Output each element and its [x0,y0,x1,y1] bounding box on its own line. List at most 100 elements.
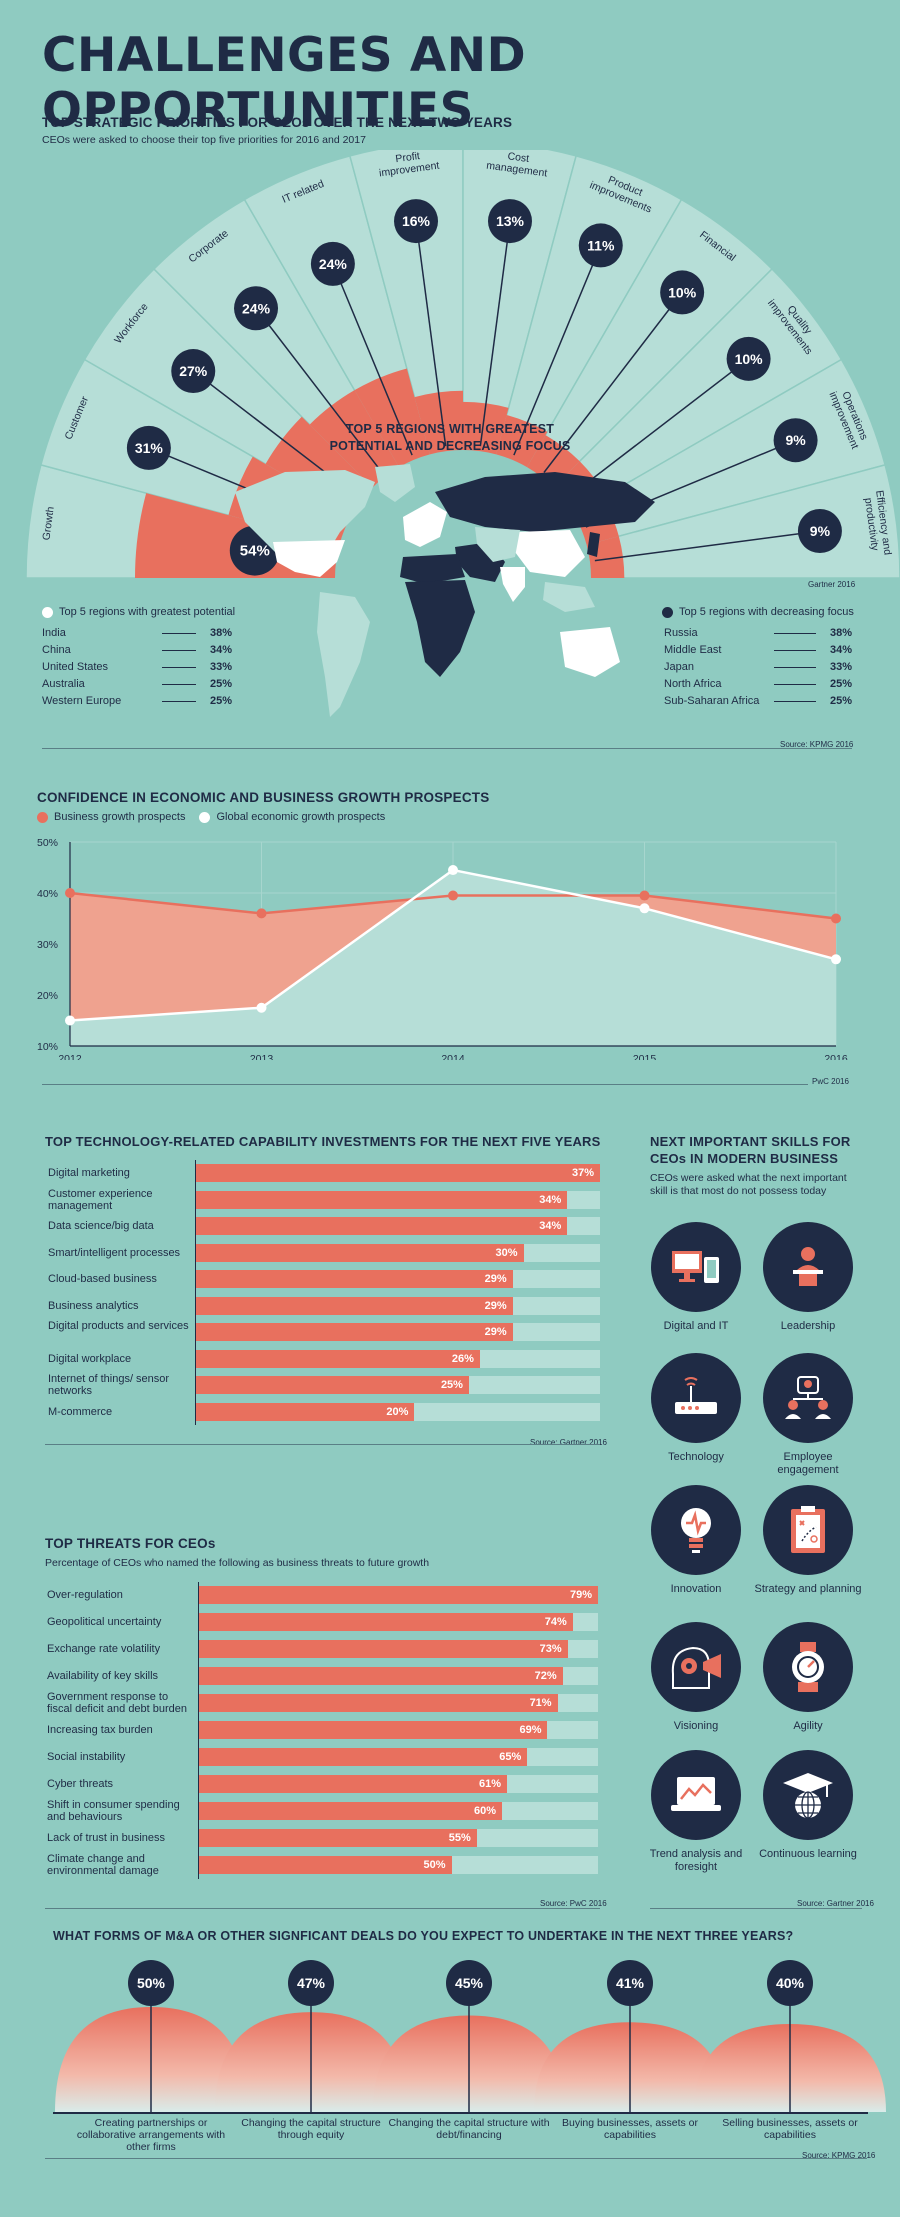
map-central-asia [475,527,520,562]
priority-value-label: 24% [319,256,348,272]
bar-category-label: Digital products and services [48,1320,189,1332]
divider [42,748,852,749]
bar [199,1856,452,1874]
priority-value-circle [726,336,771,381]
region-name: Sub-Saharan Africa [664,694,760,707]
priority-value-label: 10% [735,351,764,367]
priority-connector [513,245,602,456]
confidence-source: PwC 2016 [812,1077,849,1086]
bar-value-label: 20% [386,1405,409,1418]
bar-category-label: Exchange rate volatility [47,1643,161,1655]
global-point [256,1002,267,1013]
map-north-africa [400,554,465,584]
map-north-america [235,470,375,572]
global-legend-dot [199,811,211,823]
bar [199,1829,477,1847]
bar-value-label: 30% [495,1246,518,1259]
bar-value-label: 34% [539,1220,562,1232]
bar [199,1721,548,1739]
y-tick-label: 50% [37,837,58,849]
priority-connector [415,220,447,447]
bar-value-label: 69% [519,1724,542,1736]
bar-category-label: Climate change and environmental damage [47,1853,159,1877]
bar [199,1586,598,1604]
bar [196,1270,513,1288]
lightbulb-icon [651,1485,741,1575]
region-value: 25% [209,694,232,707]
ma-category-label: Buying businesses, assets or capabilitie… [562,2117,698,2141]
region-row: United States 33% [42,658,232,675]
potential-legend: Top 5 regions with greatest potential [42,606,235,618]
map-southeast-asia [543,582,595,612]
region-value: 25% [209,677,232,690]
confidence-legend: Business growth prospects Global economi… [37,811,385,823]
business-point [65,888,75,898]
bar-category-label: Increasing tax burden [47,1724,153,1736]
region-value: 34% [829,643,852,656]
y-tick-label: 40% [37,888,58,900]
priorities-source: Gartner 2016 [808,580,856,589]
region-row: Japan 33% [664,658,852,675]
bar-category-label: Customer experience management [48,1187,153,1212]
confidence-chart: 10% 20% 30% 40% 50% 2012 2013 2014 2015 2016 [37,837,848,1060]
ma-source: Source: KPMG 2016 [802,2151,876,2160]
x-tick-label: 2013 [250,1053,274,1060]
region-name: Middle East [664,643,722,656]
bar [196,1296,513,1315]
threats-bar-chart: Over-regulation 79% Geopolitical uncertain… [0,1582,620,1882]
page-title: CHALLENGES AND OPPORTUNITIES [42,28,527,138]
business-point [448,890,458,901]
region-value: 25% [829,677,852,690]
ma-heading: WHAT FORMS OF M&A OR OTHER SIGNFICANT DE… [53,1929,794,1943]
ma-value-label: 41% [616,1975,645,1991]
region-leader-line [774,633,816,634]
region-name: North Africa [664,677,722,690]
region-leader-line [162,650,196,651]
bar-value-label: 74% [544,1616,567,1628]
bar-value-label: 34% [539,1193,562,1206]
ma-value-circle [607,1960,653,2006]
bar [196,1190,568,1209]
ma-value-circle [288,1960,334,2006]
bar [199,1694,558,1712]
tech-heading: TOP TECHNOLOGY-RELATED CAPABILITY INVEST… [45,1134,601,1149]
y-tick-label: 10% [37,1041,58,1053]
business-point [831,913,841,924]
priority-value-circle [487,199,532,244]
priority-value-label: 54% [240,543,270,560]
devices-icon [651,1222,741,1312]
region-value: 33% [829,660,852,673]
bar-category-label: Lack of trust in business [47,1832,166,1844]
bar-value-label: 37% [571,1167,594,1179]
skill-leadership: Leadership [753,1222,863,1333]
bar [199,1640,568,1658]
region-leader-line [162,633,196,634]
priority-connector [594,530,821,562]
tech-source: Source: Gartner 2016 [530,1438,607,1447]
skill-label: Technology [668,1451,724,1463]
svg-text:Profit: Profit [395,150,421,165]
bar [196,1376,469,1394]
priorities-subheading: CEOs were asked to choose their top five… [42,134,366,146]
ma-category-label: Changing the capital structure through e… [241,2117,381,2141]
global-area [70,870,836,1046]
region-leader-line [774,684,816,685]
priority-value-circle [773,418,818,463]
region-row: China 34% [42,641,232,658]
bar-value-label: 29% [484,1299,507,1312]
bar-value-label: 29% [484,1326,507,1338]
bar [199,1748,528,1766]
bar-category-label: Digital workplace [48,1352,132,1365]
tech-bar-chart: Digital marketing 37% Customer experience … [0,1160,620,1430]
bar-value-label: 79% [569,1589,592,1601]
speaker-icon [763,1222,853,1312]
ma-baseline [53,2112,868,2114]
potential-list: India 38% China 34% United States 33% Australi… [42,624,232,709]
map-south-america [317,592,370,717]
svg-text:Growth: Growth [40,506,56,541]
x-tick-label: 2014 [441,1053,465,1060]
region-leader-line [774,667,816,668]
potential-legend-dot [42,606,53,618]
bar-value-label: 60% [474,1805,497,1817]
skill-label: Leadership [780,1320,836,1332]
